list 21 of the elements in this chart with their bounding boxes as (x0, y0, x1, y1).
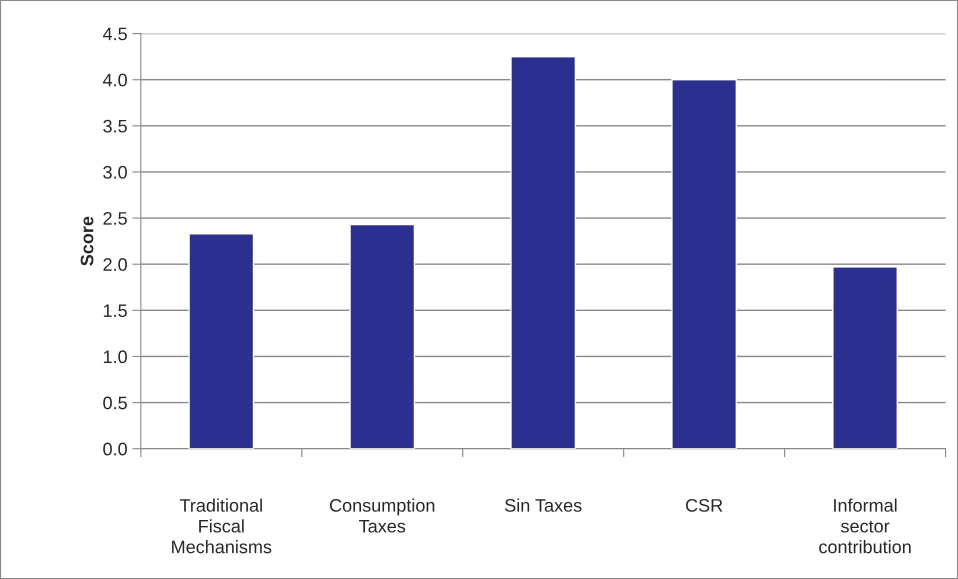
x-tick-label: Traditional Fiscal Mechanisms (172, 498, 272, 554)
y-tick-label: 3.0 (103, 166, 127, 179)
y-tick-label: 2.0 (103, 258, 127, 271)
y-axis-title: Score (80, 216, 94, 266)
x-tick-label: CSR (686, 499, 722, 512)
bar (510, 56, 576, 449)
y-tick-label: 1.5 (104, 304, 127, 318)
y-tick-label: 0.0 (103, 442, 127, 456)
y-tick-label: 0.5 (103, 396, 127, 410)
y-tick-label: 2.5 (103, 212, 127, 225)
y-tick-label: 1.0 (104, 350, 127, 364)
bar (671, 79, 738, 449)
x-tick-label: Informal sector contribution (819, 498, 911, 554)
x-tick-label: Sin Taxes (505, 498, 582, 512)
x-tick-label: Consumption Taxes (330, 498, 434, 533)
bar (188, 233, 254, 449)
y-tick-label: 4.0 (102, 74, 127, 86)
y-tick-label: 4.5 (102, 28, 127, 40)
y-tick-label: 3.5 (103, 120, 127, 133)
bar (349, 224, 416, 449)
bar (832, 266, 898, 449)
